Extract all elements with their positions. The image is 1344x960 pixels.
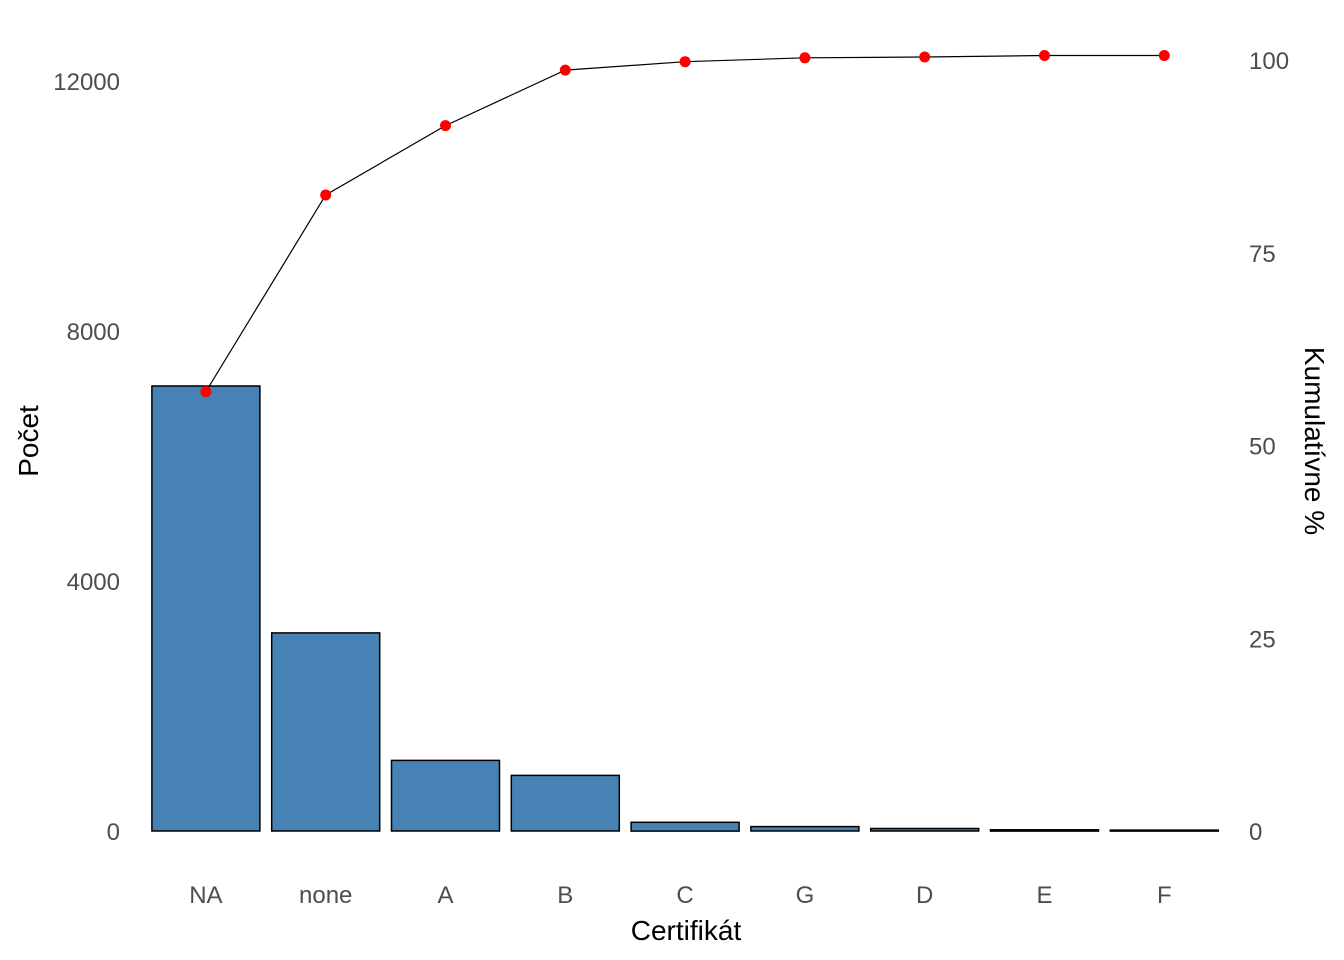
- y-axis-title: Počet: [13, 405, 44, 477]
- cumulative-point-d: [919, 51, 931, 63]
- y-tick-label: 8000: [67, 319, 120, 346]
- bar-e: [989, 829, 1100, 832]
- x-tick-label: B: [557, 882, 573, 909]
- x-tick-label: F: [1157, 882, 1172, 909]
- bar-b: [510, 774, 621, 832]
- y2-tick-label: 50: [1249, 434, 1276, 461]
- cumulative-points-layer: [200, 50, 1170, 398]
- bars-layer: [151, 385, 1220, 832]
- y2-tick-label: 0: [1249, 819, 1262, 846]
- y2-tick-label: 25: [1249, 626, 1276, 653]
- x-tick-label: NA: [189, 882, 222, 909]
- x-tick-label: none: [299, 882, 352, 909]
- bar-none: [270, 632, 381, 832]
- bar-d: [869, 827, 980, 832]
- cumulative-point-g: [799, 52, 811, 64]
- x-tick-label: G: [796, 882, 815, 909]
- bar-c: [630, 821, 740, 832]
- bar-a: [390, 759, 501, 832]
- left-axis-ticks: 0 4000 8000 12000: [53, 69, 120, 846]
- bar-na: [151, 385, 261, 832]
- y-tick-label: 4000: [67, 569, 120, 596]
- y2-axis-title: Kumulatívne %: [1299, 347, 1330, 535]
- cumulative-point-na: [200, 386, 212, 398]
- y2-tick-label: 75: [1249, 241, 1276, 268]
- cumulative-point-b: [559, 64, 571, 76]
- x-axis-ticks: NA none A B C G D E F: [189, 882, 1171, 909]
- x-tick-label: C: [676, 882, 693, 909]
- bar-g: [750, 825, 860, 832]
- y-tick-label: 0: [107, 819, 120, 846]
- cumulative-point-f: [1158, 50, 1170, 61]
- x-tick-label: A: [437, 882, 453, 909]
- x-tick-label: E: [1036, 882, 1052, 909]
- y2-tick-label: 100: [1249, 48, 1289, 75]
- cumulative-line-layer: [205, 54, 1165, 392]
- cumulative-point-c: [679, 56, 691, 68]
- x-axis-title: Certifikát: [631, 915, 742, 946]
- right-axis-ticks: 0 25 50 75 100: [1249, 48, 1289, 846]
- y-tick-label: 12000: [53, 69, 120, 96]
- cumulative-point-none: [320, 189, 332, 201]
- cumulative-point-e: [1039, 50, 1050, 61]
- cumulative-line: [205, 54, 1165, 392]
- cumulative-point-a: [440, 120, 451, 132]
- bar-f: [1109, 829, 1220, 832]
- x-tick-label: D: [916, 882, 933, 909]
